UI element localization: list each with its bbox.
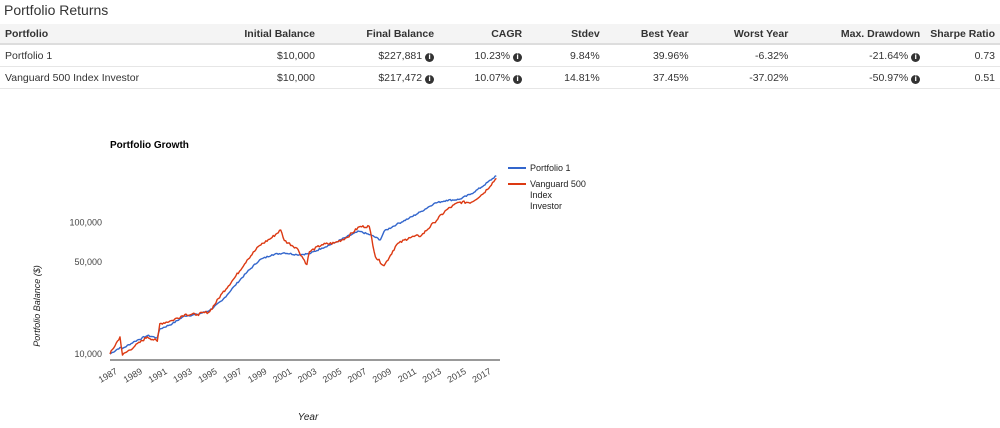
x-tick-label: 2001 [271,366,293,385]
stdev: 9.84% [527,44,605,67]
worst-year: -37.02% [693,66,794,89]
chart-title: Portfolio Growth [110,140,189,151]
x-tick-label: 2015 [446,366,468,385]
x-tick-label: 2011 [396,366,418,384]
column-header-final-balance[interactable]: Final Balance [319,24,440,45]
final-balance: $217,472 [378,71,423,84]
best-year: 37.45% [604,66,694,89]
x-axis-ticks: 1987 1989 1991 1993 1995 1997 1999 2001 2003 2005… [97,366,493,385]
cagr: 10.23% [474,49,511,62]
portfolio-name: Vanguard 500 Index Investor [0,66,197,89]
column-header-worst-year[interactable]: Worst Year [693,24,794,45]
x-tick-label: 1993 [171,366,193,385]
x-axis-label: Year [298,412,319,423]
info-circle-icon[interactable]: i [911,74,921,84]
section-title: Portfolio Returns [4,2,109,18]
max-drawdown-cell: -21.64% i [793,44,926,67]
y-axis-ticks: 10,000 50,000 100,000 [69,218,102,359]
info-circle-icon[interactable]: i [425,52,435,62]
max-drawdown: -50.97% [869,71,909,84]
x-tick-label: 1997 [221,366,243,385]
column-header-portfolio[interactable]: Portfolio [0,24,197,45]
initial-balance: $10,000 [196,44,320,67]
info-circle-icon[interactable]: i [513,74,523,84]
portfolio-name: Portfolio 1 [0,44,197,67]
cagr: 10.07% [474,71,511,84]
stdev: 14.81% [527,66,605,89]
final-balance-cell: $217,472 i [319,66,440,89]
info-circle-icon[interactable]: i [911,52,921,62]
portfolio-growth-chart: Portfolio Growth Year Portfolio Balance … [32,140,586,423]
y-tick-label: 50,000 [74,257,102,267]
info-circle-icon[interactable]: i [425,74,435,84]
x-tick-label: 1995 [196,366,218,385]
x-tick-label: 2007 [346,366,368,385]
series-line-vanguard-500 [109,177,497,356]
legend-label: Vanguard 500 Index Investor [530,179,586,211]
x-tick-label: 2003 [296,366,318,385]
x-tick-label: 2009 [371,366,393,385]
x-tick-label: 1987 [97,366,119,385]
initial-balance: $10,000 [196,66,320,89]
x-tick-label: 1991 [146,366,168,385]
sharpe-ratio: 0.51 [925,66,1000,89]
best-year: 39.96% [604,44,694,67]
cagr-cell: 10.07% i [439,66,528,89]
column-header-sharpe-ratio[interactable]: Sharpe Ratio [925,24,1000,45]
sharpe-ratio: 0.73 [925,44,1000,67]
series-lines [109,175,497,356]
column-header-max-drawdown[interactable]: Max. Drawdown [793,24,926,45]
column-header-best-year[interactable]: Best Year [604,24,694,45]
y-axis-label: Portfolio Balance ($) [32,265,42,347]
column-header-cagr[interactable]: CAGR [439,24,528,45]
y-tick-label: 10,000 [74,349,102,359]
max-drawdown-cell: -50.97% i [793,66,926,89]
max-drawdown: -21.64% [869,49,909,62]
table-row: Vanguard 500 Index Investor $10,000 $217… [0,66,1000,89]
table-row: Portfolio 1 $10,000 $227,881 i 10.23% i 9.… [0,44,1000,67]
chart-legend: Portfolio 1 Vanguard 500 Index Investor [508,163,586,211]
final-balance: $227,881 [378,49,423,62]
y-tick-label: 100,000 [69,218,102,228]
x-tick-label: 1999 [246,366,268,385]
x-tick-label: 2017 [470,366,492,385]
table-header-row: Portfolio Initial Balance Final Balance … [0,24,1000,45]
legend-label: Portfolio 1 [530,163,571,173]
x-tick-label: 1989 [122,366,144,385]
series-line-portfolio-1 [109,175,497,355]
cagr-cell: 10.23% i [439,44,528,67]
portfolio-returns-table: Portfolio Initial Balance Final Balance … [0,24,1000,89]
column-header-stdev[interactable]: Stdev [527,24,605,45]
x-tick-label: 2005 [321,366,343,385]
x-tick-label: 2013 [421,366,443,385]
column-header-initial-balance[interactable]: Initial Balance [196,24,320,45]
worst-year: -6.32% [693,44,794,67]
final-balance-cell: $227,881 i [319,44,440,67]
info-circle-icon[interactable]: i [513,52,523,62]
